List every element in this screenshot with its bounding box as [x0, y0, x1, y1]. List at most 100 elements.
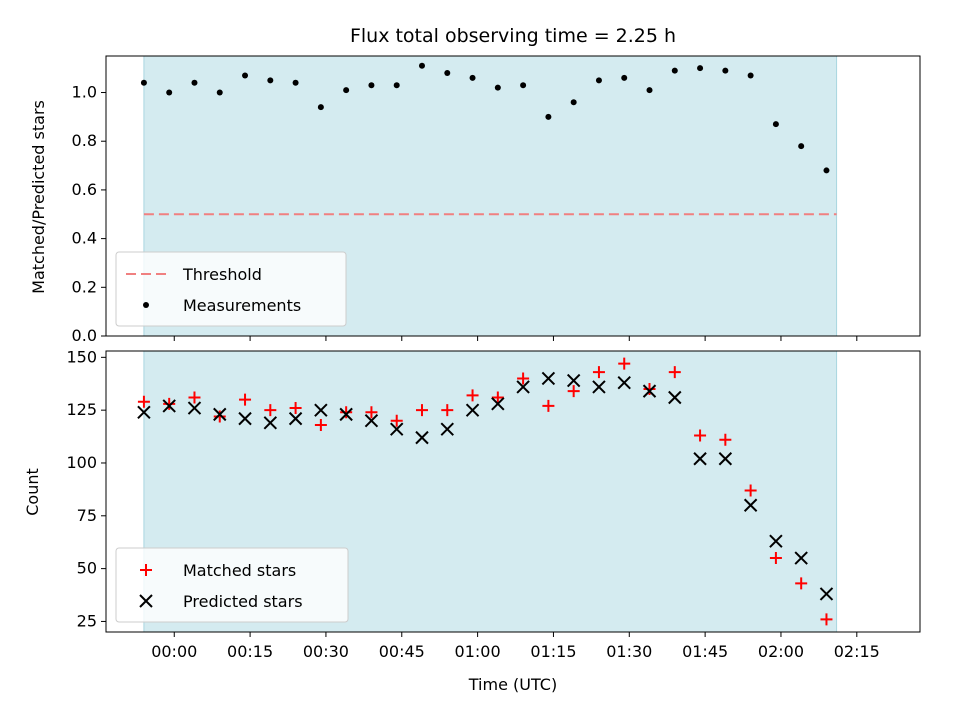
y-tick-label: 0.6	[72, 180, 97, 199]
y-tick-label: 0.8	[72, 131, 97, 150]
predicted-stars-point	[617, 375, 631, 390]
measurement-point	[292, 79, 299, 86]
legend-predicted-swatch	[139, 594, 153, 608]
x-tick-label: 02:15	[834, 642, 880, 661]
measurement-point	[747, 72, 754, 79]
measurement-point	[520, 82, 527, 89]
x-tick-label: 01:00	[455, 642, 501, 661]
legend-matched-swatch	[140, 564, 152, 576]
matched-stars-point	[744, 484, 757, 497]
matched-stars-point	[188, 391, 201, 404]
predicted-stars-point	[566, 373, 581, 388]
predicted-stars-point	[668, 390, 682, 405]
matched-stars-point	[239, 393, 252, 406]
predicted-stars-point	[415, 430, 429, 445]
predicted-stars-point	[743, 498, 758, 512]
matched-stars-point	[542, 399, 555, 412]
legend-measurement-swatch	[143, 302, 149, 308]
axes-frame	[105, 55, 921, 337]
matched-stars-point	[491, 391, 504, 404]
matched-stars-point	[769, 552, 782, 565]
measurement-point	[317, 104, 324, 111]
predicted-stars-point	[642, 384, 657, 398]
predicted-stars-point	[314, 403, 328, 417]
predicted-stars-point	[465, 403, 480, 417]
y-tick-label: 0.2	[72, 277, 97, 296]
measurement-point	[722, 67, 729, 74]
measurement-point	[545, 113, 552, 120]
measurement-point	[418, 62, 425, 69]
matched-stars-point	[289, 402, 302, 415]
matched-stars-point	[820, 613, 833, 626]
matched-stars-point	[795, 577, 808, 590]
predicted-stars-point	[693, 452, 707, 466]
axes-frame	[105, 350, 921, 633]
matched-stars-point	[365, 406, 378, 419]
matched-stars-point	[592, 366, 605, 379]
measurement-point	[772, 121, 779, 128]
y-tick-label: 0.4	[72, 229, 97, 248]
predicted-stars-point	[541, 371, 556, 386]
y-tick-label: 75	[77, 506, 97, 525]
matched-stars-point	[137, 395, 150, 408]
matched-stars-point	[643, 383, 656, 396]
y-tick-label: 100	[66, 453, 97, 472]
predicted-stars-point	[794, 551, 808, 565]
measurement-point	[697, 65, 704, 72]
legend-label: Measurements	[183, 296, 301, 315]
x-tick-label: 00:30	[303, 642, 349, 661]
matched-stars-point	[517, 372, 530, 385]
top-panel: 0.0 0.2 0.4 0.6 0.8 1.0 Threshold Measurements	[72, 55, 921, 345]
matched-stars-point	[441, 404, 454, 417]
x-tick-label: 00:00	[151, 642, 197, 661]
measurement-point	[494, 84, 501, 91]
measurement-point	[798, 143, 805, 150]
matched-stars-point	[415, 404, 428, 417]
x-tick-label: 00:45	[379, 642, 425, 661]
measurement-point	[267, 77, 274, 84]
legend-box	[115, 547, 349, 623]
x-tick-label: 01:45	[682, 642, 728, 661]
measurement-point	[343, 87, 350, 94]
bottom-panel: 25 50 75 100 125 150 00:00 00:15 00:30 00:45 01:00…	[66, 347, 921, 661]
predicted-stars-point	[288, 411, 303, 426]
matched-stars-point	[213, 410, 226, 423]
predicted-stars-point	[718, 452, 733, 466]
measurement-point	[393, 82, 400, 89]
y-tick-label: 150	[66, 347, 97, 366]
measurement-point	[166, 89, 173, 96]
x-tick-label: 01:15	[530, 642, 576, 661]
measurement-point	[191, 79, 198, 86]
matched-stars-point	[567, 385, 580, 398]
measurement-point	[368, 82, 375, 89]
predicted-stars-point	[238, 411, 252, 426]
matched-stars-point	[340, 406, 353, 419]
matched-stars-point	[694, 429, 707, 442]
legend-box	[115, 251, 347, 327]
measurement-point	[621, 74, 628, 81]
predicted-stars-point	[819, 587, 834, 601]
measurement-point	[444, 70, 451, 77]
x-tick-label: 01:30	[606, 642, 652, 661]
matched-stars-point	[668, 366, 681, 379]
x-tick-label: 02:00	[758, 642, 804, 661]
measurement-point	[216, 89, 223, 96]
predicted-stars-point	[491, 397, 505, 411]
predicted-stars-point	[516, 380, 530, 394]
predicted-stars-point	[263, 416, 278, 430]
measurement-point	[646, 87, 653, 94]
predicted-stars-point	[769, 534, 783, 548]
predicted-stars-point	[213, 407, 227, 422]
predicted-stars-point	[339, 407, 353, 422]
predicted-stars-point	[592, 380, 606, 394]
measurement-point	[242, 72, 249, 79]
measurement-point	[595, 77, 602, 84]
legend-label: Matched stars	[183, 561, 296, 580]
matched-stars-point	[314, 418, 327, 431]
bottom-y-axis-label: Count	[23, 468, 42, 516]
matched-stars-point	[466, 389, 479, 402]
x-tick-label: 00:15	[227, 642, 273, 661]
matched-stars-point	[264, 404, 277, 417]
predicted-stars-point	[137, 405, 151, 419]
